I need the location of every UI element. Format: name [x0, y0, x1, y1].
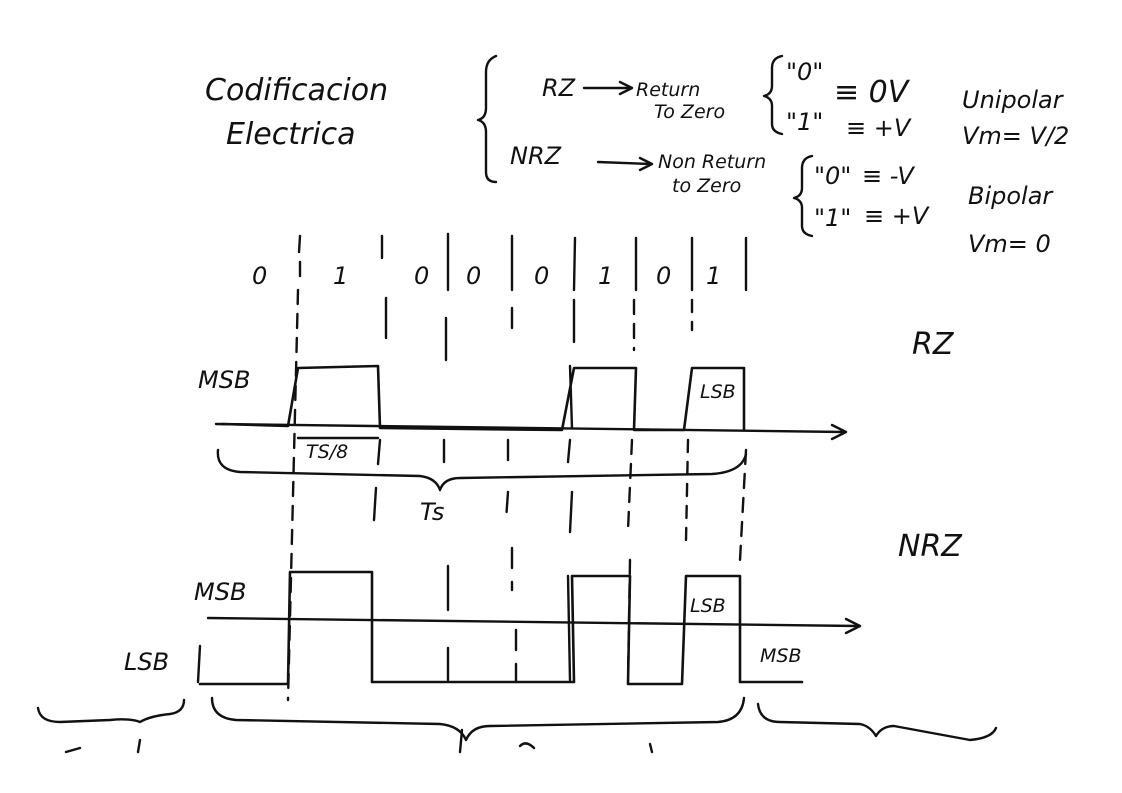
nrz-diagram-name: NRZ [898, 529, 963, 564]
frame-brace [210, 696, 746, 742]
nrz-waveform [198, 570, 804, 686]
guide-line [372, 296, 388, 522]
bit-label: 0 [414, 262, 429, 290]
unipolar-vm: Vm= V/2 [962, 122, 1069, 150]
cut-off-strokes [64, 728, 654, 754]
legend-brace [476, 54, 498, 184]
bipolar-name: Bipolar [968, 182, 1054, 210]
nrz-arrow [596, 156, 654, 172]
bit-label: 1 [333, 262, 348, 290]
bit-label: 0 [466, 262, 481, 290]
rz-arrow [582, 80, 634, 96]
bit-label: 0 [534, 262, 549, 290]
bit-row: 0 1 0 0 0 1 0 1 [252, 232, 748, 292]
title-line-2: Electrica [226, 117, 356, 152]
prev-frame-brace [36, 698, 186, 724]
guide-line [504, 306, 518, 684]
bipolar-zero-symbol: "0" [814, 162, 851, 190]
guide-line [566, 298, 576, 534]
unipolar-brace [762, 54, 784, 136]
legend-nrz-meaning-1: Non Return [658, 151, 766, 173]
nrz-edge-double [196, 574, 572, 684]
bipolar-brace [792, 154, 814, 238]
guide-line [738, 448, 748, 562]
unipolar-zero-symbol: "0" [786, 58, 823, 86]
bit-label: 0 [252, 262, 267, 290]
legend-nrz: NRZ [510, 142, 562, 170]
bipolar-zero-value: ≡ -V [862, 162, 915, 190]
legend-nrz-meaning-2: to Zero [672, 175, 741, 197]
bit-label: 0 [656, 262, 671, 290]
rz-period-brace [216, 448, 748, 492]
rz-msb-label: MSB [198, 366, 250, 394]
legend-rz-meaning-1: Return [636, 79, 700, 101]
bit-boundary-guides [286, 288, 748, 702]
bipolar-vm: Vm= 0 [968, 230, 1051, 258]
guide-line [442, 316, 450, 682]
nrz-lsb-box-label: LSB [690, 595, 726, 617]
bipolar-one-value: ≡ +V [864, 202, 930, 230]
next-frame-brace [756, 702, 998, 742]
rz-diagram: MSB LSB TS/8 Ts RZ [198, 327, 955, 526]
rz-bit-period: TS/8 [306, 441, 348, 463]
nrz-next-msb-label: MSB [760, 645, 802, 667]
bit-label: 1 [706, 262, 721, 290]
title-line-1: Codificacion [205, 73, 388, 108]
legend-rz: RZ [542, 74, 576, 102]
legend-rz-meaning-2: To Zero [654, 101, 725, 123]
bit-separator [297, 234, 302, 278]
bipolar-one-symbol: "1" [814, 204, 851, 232]
rz-waveform [220, 364, 746, 432]
rz-edge-double [568, 364, 574, 430]
rz-lsb-label: LSB [700, 381, 736, 403]
nrz-lsb-left-label: LSB [124, 648, 169, 676]
unipolar-one-symbol: "1" [786, 108, 823, 136]
rz-time-axis [214, 422, 848, 441]
unipolar-name: Unipolar [962, 86, 1065, 114]
unipolar-zero-value: ≡ 0V [834, 75, 911, 110]
rz-diagram-name: RZ [912, 327, 955, 362]
nrz-msb-label: MSB [194, 578, 246, 606]
nrz-time-axis [206, 616, 862, 635]
bit-label: 1 [598, 262, 613, 290]
rz-total-period: Ts [420, 498, 444, 526]
bit-separator [572, 236, 577, 292]
guide-line [684, 298, 694, 542]
unipolar-one-value: ≡ +V [846, 114, 912, 142]
nrz-diagram: MSB LSB LSB MSB NRZ [36, 529, 998, 754]
